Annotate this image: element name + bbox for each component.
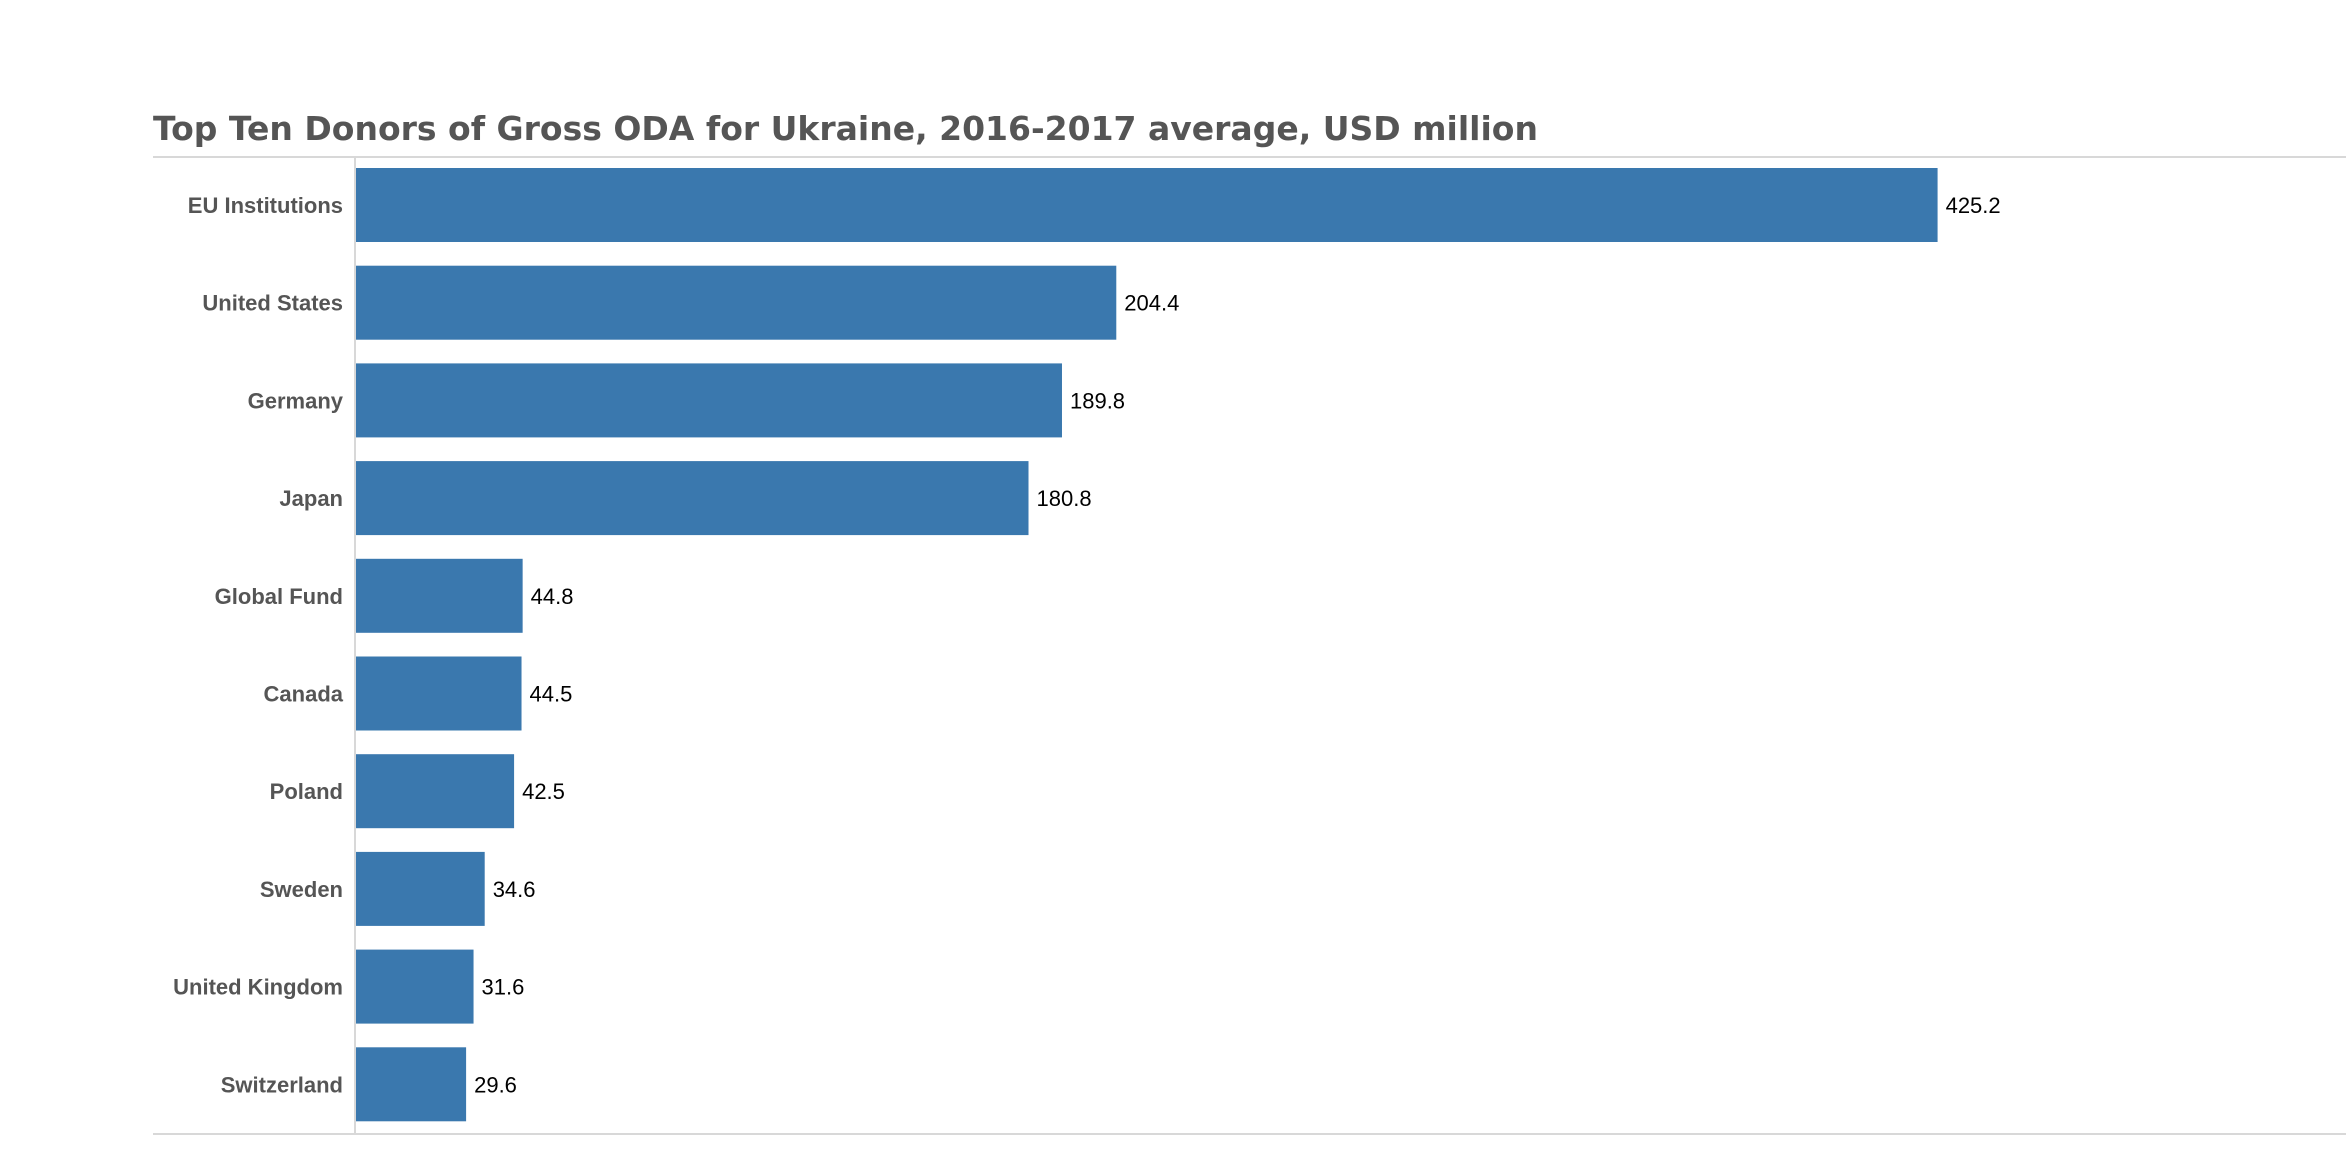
value-labels-group: 425.2 204.4 189.8 180.8 44.8 44.5 42.5 34.6 31.6… — [474, 193, 2001, 1097]
category-label: Canada — [264, 682, 344, 707]
value-label: 42.5 — [522, 779, 565, 804]
category-label: Poland — [270, 779, 343, 804]
bars-group — [356, 168, 1938, 1122]
bar — [356, 461, 1029, 536]
value-label: 44.5 — [530, 682, 573, 707]
category-label: Germany — [248, 388, 344, 413]
value-label: 44.8 — [531, 584, 574, 609]
bar — [356, 558, 523, 633]
category-labels-group: EU Institutions United States Germany Japan… — [173, 193, 344, 1097]
value-label: 29.6 — [474, 1072, 517, 1097]
bar — [356, 1047, 467, 1122]
category-label: Global Fund — [215, 584, 343, 609]
value-label: 425.2 — [1946, 193, 2001, 218]
category-label: Sweden — [260, 877, 343, 902]
bar — [356, 168, 1938, 242]
bar — [356, 656, 522, 731]
bar — [356, 754, 515, 829]
category-label: EU Institutions — [188, 193, 343, 218]
value-label: 34.6 — [493, 877, 536, 902]
chart-title: Top Ten Donors of Gross ODA for Ukraine,… — [153, 109, 1538, 148]
bar — [356, 265, 1117, 340]
value-label: 204.4 — [1124, 291, 1179, 316]
bar — [356, 851, 485, 926]
value-label: 180.8 — [1037, 486, 1092, 511]
category-label: United States — [202, 291, 343, 316]
category-label: Switzerland — [221, 1072, 343, 1097]
value-label: 189.8 — [1070, 388, 1125, 413]
category-label: United Kingdom — [173, 975, 343, 1000]
bar — [356, 949, 474, 1024]
bar — [356, 363, 1062, 438]
value-label: 31.6 — [482, 975, 525, 1000]
category-label: Japan — [279, 486, 343, 511]
